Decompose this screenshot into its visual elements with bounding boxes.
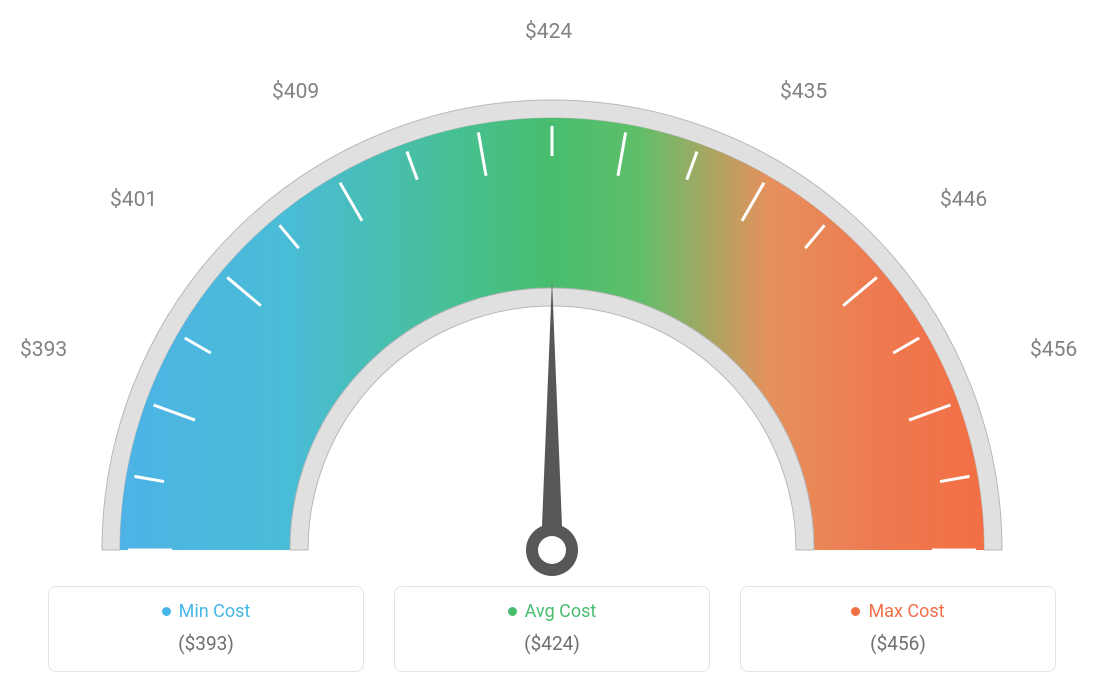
legend-dot-avg xyxy=(508,607,517,616)
gauge-tick-label: $393 xyxy=(20,338,67,362)
gauge-tick-label: $435 xyxy=(780,80,827,104)
legend-card-max: Max Cost ($456) xyxy=(740,586,1056,672)
gauge-chart: $393 $401 $409 $424 $435 $446 $456 xyxy=(0,10,1104,580)
gauge-tick-label: $409 xyxy=(272,80,319,104)
gauge-svg xyxy=(0,10,1104,580)
legend-card-avg: Avg Cost ($424) xyxy=(394,586,710,672)
legend-title-row: Avg Cost xyxy=(405,601,699,622)
legend-card-min: Min Cost ($393) xyxy=(48,586,364,672)
gauge-tick-label: $401 xyxy=(110,188,157,212)
legend-label-max: Max Cost xyxy=(868,601,944,622)
gauge-tick-label: $424 xyxy=(525,20,572,44)
gauge-tick-label: $456 xyxy=(1030,338,1077,362)
legend-value-max: ($456) xyxy=(751,632,1045,655)
legend-title-row: Max Cost xyxy=(751,601,1045,622)
legend-value-avg: ($424) xyxy=(405,632,699,655)
gauge-tick-label: $446 xyxy=(940,188,987,212)
legend-label-avg: Avg Cost xyxy=(525,601,597,622)
legend-label-min: Min Cost xyxy=(179,601,251,622)
legend-row: Min Cost ($393) Avg Cost ($424) Max Cost… xyxy=(0,586,1104,672)
legend-title-row: Min Cost xyxy=(59,601,353,622)
legend-dot-max xyxy=(851,607,860,616)
legend-value-min: ($393) xyxy=(59,632,353,655)
legend-dot-min xyxy=(162,607,171,616)
